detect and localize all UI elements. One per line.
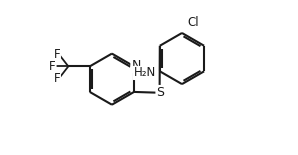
Text: F: F: [49, 60, 56, 73]
Text: F: F: [53, 48, 60, 61]
Text: H₂N: H₂N: [134, 66, 156, 80]
Text: F: F: [53, 72, 60, 85]
Text: S: S: [156, 86, 164, 99]
Text: N: N: [131, 59, 141, 72]
Text: Cl: Cl: [187, 16, 198, 29]
